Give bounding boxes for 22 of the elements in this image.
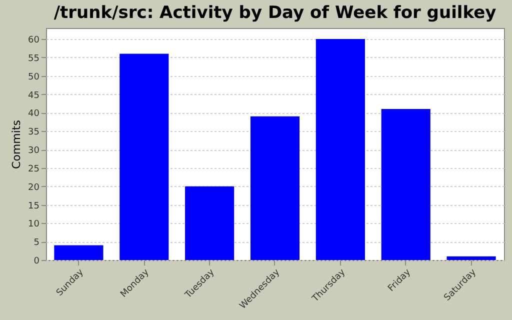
y-tick-label: 5: [34, 238, 40, 248]
bar: [120, 54, 169, 260]
y-tick-label: 55: [28, 54, 40, 64]
bar: [381, 109, 430, 260]
y-tick-label: 50: [28, 72, 40, 82]
y-tick-label: 45: [28, 90, 40, 101]
y-axis-title: Commits: [10, 120, 24, 169]
bar: [316, 39, 365, 260]
y-tick-label: 40: [28, 109, 40, 120]
y-tick-label: 15: [28, 201, 40, 212]
chart-title: /trunk/src: Activity by Day of Week for guilkey: [54, 3, 496, 23]
y-tick-label: 10: [28, 220, 40, 230]
y-tick-label: 30: [28, 146, 40, 156]
y-tick-label: 20: [28, 182, 40, 193]
bar: [446, 256, 496, 260]
y-tick-label: 35: [28, 128, 40, 138]
bar: [250, 116, 300, 260]
y-tick-label: 25: [28, 164, 40, 174]
y-tick-label: 0: [34, 256, 40, 266]
y-tick-label: 60: [28, 36, 40, 46]
bar: [54, 245, 104, 260]
bar: [185, 186, 234, 260]
